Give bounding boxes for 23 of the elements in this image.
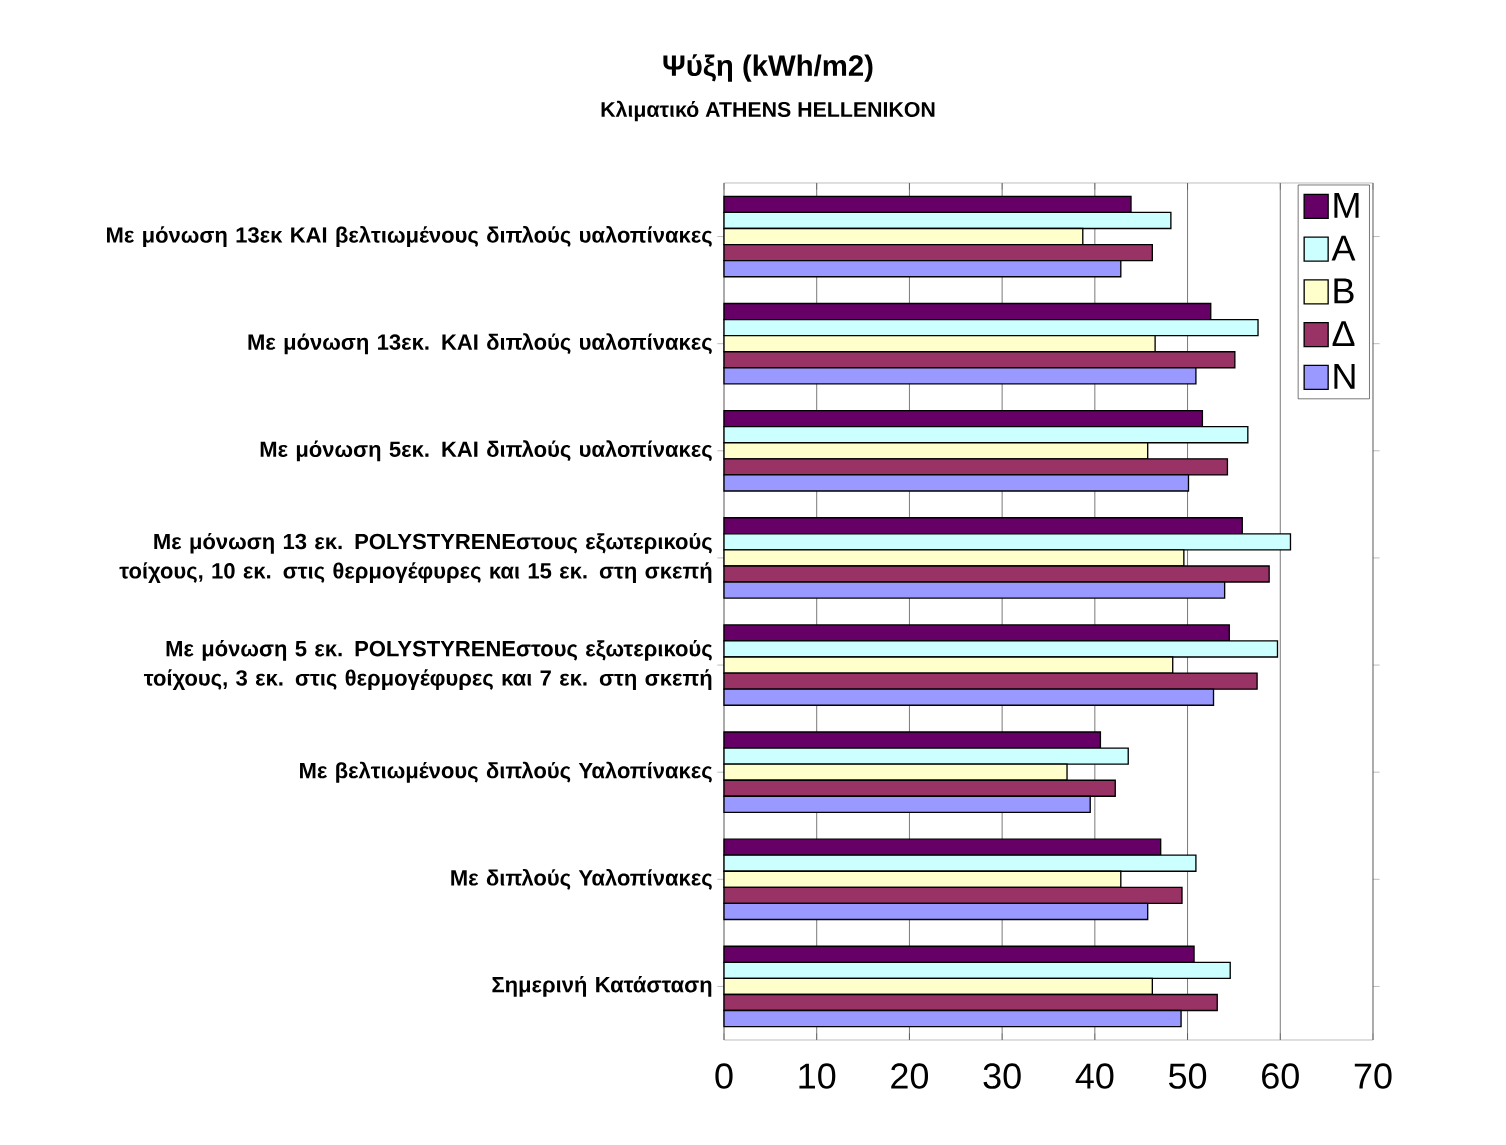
y-tick-label: Με μόνωση 13 εκ. POLYSTYRENEστους εξωτερικούς τοίχους, 10 εκ. στις θερμογέφυρες και 15 εκ. στη σκεπή — [119, 532, 712, 583]
y-tick-label: Με μόνωση 5εκ. ΚΑΙ διπλούς υαλοπίνακες — [260, 440, 712, 462]
y-tick-label: Σημερινή Κατάσταση — [492, 976, 712, 997]
y-tick-label: Με μόνωση 5 εκ. POLYSTYRENEστους εξωτερικούς τοίχους, 3 εκ. στις θερμογέφυρες και 7 εκ. στη σκεπή — [143, 640, 712, 691]
y-tick-label: Με μόνωση 13εκ ΚΑΙ βελτιωμένους διπλούς υαλοπίνακες — [107, 226, 712, 248]
x-tick-label: 0 — [715, 1063, 733, 1089]
legend-label: Δ — [1332, 321, 1355, 347]
legend-label: A — [1331, 235, 1356, 261]
x-tick-label: 50 — [1168, 1063, 1207, 1089]
legend-label: N — [1334, 364, 1355, 389]
x-tick-label: 30 — [983, 1063, 1021, 1089]
y-tick-label: Με διπλούς Υαλοπίνακες — [451, 868, 712, 890]
chart-title: Ψύξη (kWh/m2) — [663, 54, 873, 82]
legend-label: M — [1334, 192, 1359, 218]
x-tick-label: 10 — [799, 1063, 836, 1089]
x-tick-label: 70 — [1354, 1063, 1392, 1089]
y-tick-label: Με μόνωση 13εκ. ΚΑΙ διπλούς υαλοπίνακες — [248, 333, 712, 355]
x-tick-label: 60 — [1262, 1063, 1299, 1089]
chart-subtitle: Κλιματικό ATHENS HELLENIKON — [601, 100, 935, 122]
x-tick-label: 40 — [1075, 1063, 1114, 1089]
y-tick-label: Με βελτιωμένους διπλούς Υαλοπίνακες — [300, 761, 712, 783]
legend-label: B — [1334, 278, 1354, 304]
x-tick-label: 20 — [891, 1063, 929, 1089]
